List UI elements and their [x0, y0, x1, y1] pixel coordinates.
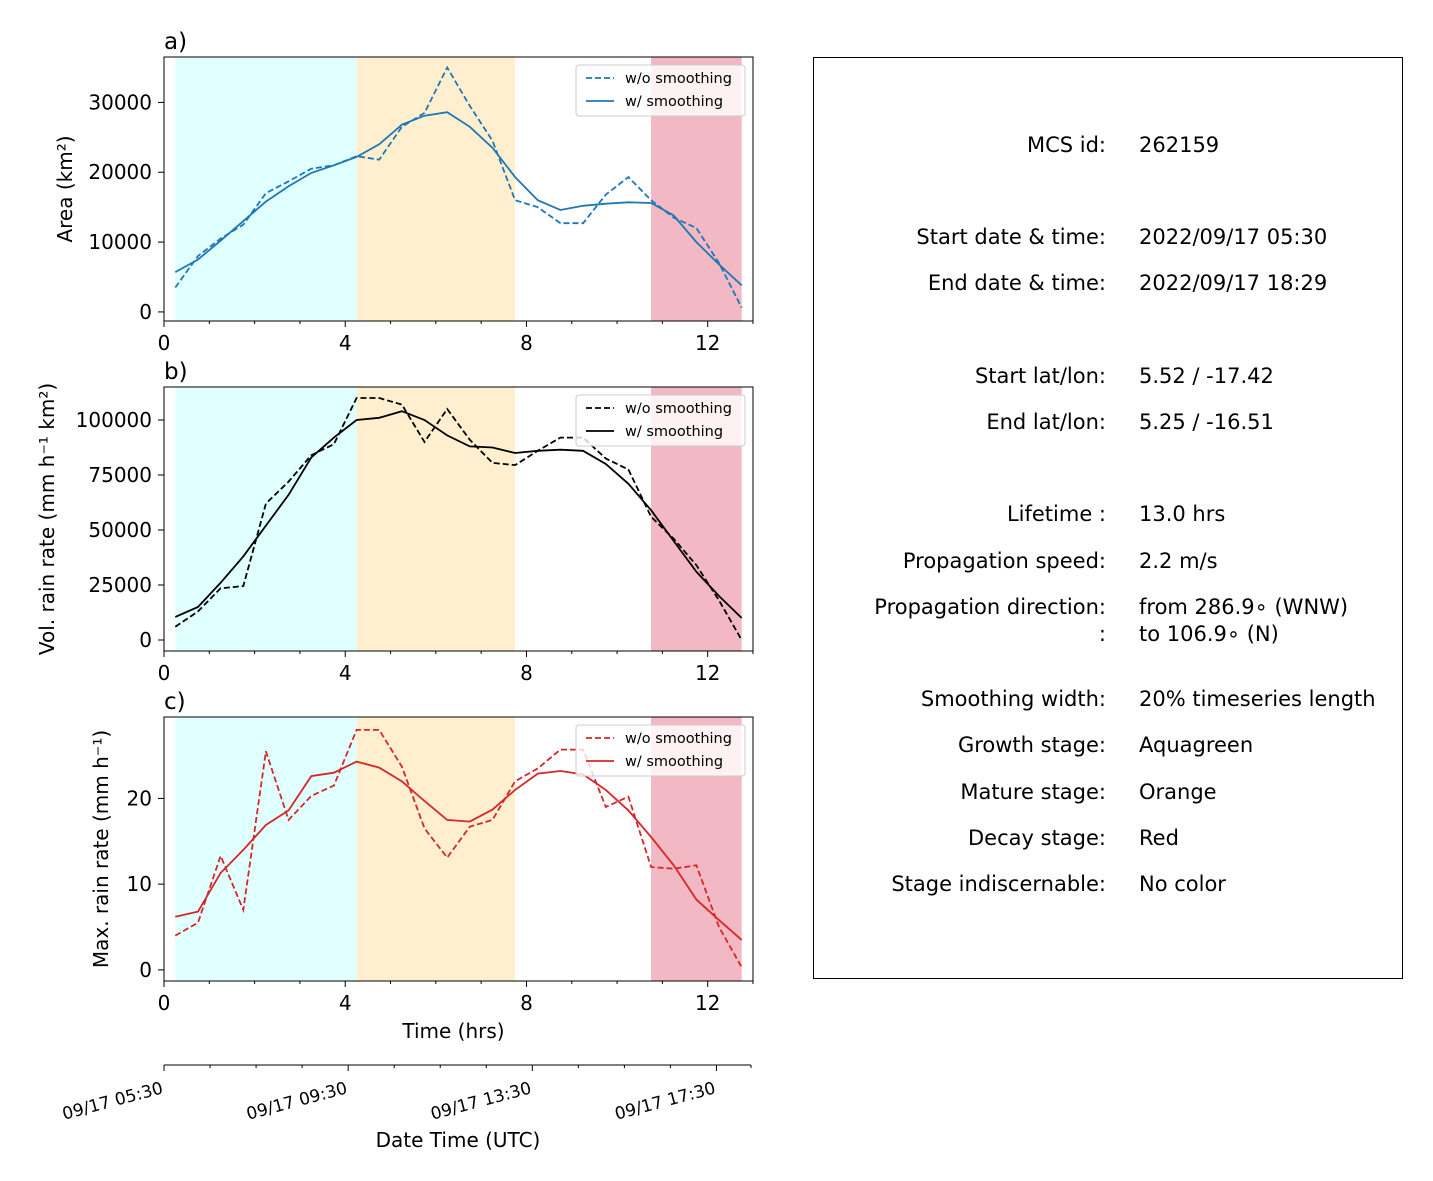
- legend-box: [575, 394, 746, 447]
- legend-box: [575, 64, 746, 117]
- panel-c: 0 4 8 12 0 10 20 c) Max. rain rate (mm h⁻¹) Time …: [89, 689, 754, 1043]
- y-tick-label: 50000: [88, 518, 152, 542]
- info-value: Orange: [1139, 780, 1217, 804]
- info-value: from 286.9∘ (WNW): [1139, 595, 1349, 619]
- x-tick-label: 8: [520, 991, 533, 1015]
- info-label: Stage indiscernable:: [891, 872, 1106, 896]
- x-tick-label: 0: [158, 661, 171, 685]
- stage-band-growth: [175, 387, 357, 651]
- legend-label: w/o smoothing: [625, 71, 732, 87]
- datetime-tick-label: 09/17 13:30: [429, 1079, 534, 1125]
- y-axis-label: Area (km²): [53, 135, 77, 242]
- info-value: Red: [1139, 826, 1179, 850]
- legend: w/o smoothing w/ smoothing: [575, 724, 746, 777]
- series-line-smoothed: [174, 111, 743, 287]
- info-label: End date & time:: [927, 271, 1106, 295]
- x-tick-label: 0: [158, 991, 171, 1015]
- x-tick-label: 12: [695, 661, 720, 685]
- axes-frame: [163, 56, 754, 322]
- info-value: 2022/09/17 18:29: [1139, 271, 1328, 295]
- info-value: Aquagreen: [1139, 733, 1254, 757]
- y-tick-label: 10000: [88, 230, 152, 254]
- info-value: 262159: [1139, 133, 1220, 157]
- info-value: No color: [1139, 872, 1226, 896]
- info-label: Growth stage:: [957, 733, 1106, 757]
- legend: w/o smoothing w/ smoothing: [575, 64, 746, 117]
- info-value: to 106.9∘ (N): [1139, 622, 1279, 646]
- info-label: Propagation speed:: [902, 549, 1106, 573]
- y-tick-label: 0: [139, 958, 152, 982]
- datetime-tick-label: 09/17 09:30: [244, 1079, 349, 1125]
- series-line-raw: [174, 65, 743, 309]
- info-label: Decay stage:: [968, 826, 1106, 850]
- mcs-info-panel: MCS id: 262159 Start date & time: 2022/09/1…: [813, 57, 1403, 979]
- x-tick-label: 0: [158, 331, 171, 355]
- stage-band-mature: [356, 57, 516, 321]
- panel-label: a): [164, 29, 187, 55]
- y-tick-label: 30000: [88, 90, 152, 114]
- legend: w/o smoothing w/ smoothing: [575, 394, 746, 447]
- stage-band-mature: [356, 387, 516, 651]
- info-label: :: [1098, 622, 1106, 646]
- y-tick-label: 20: [127, 786, 152, 810]
- info-label: Start lat/lon:: [974, 364, 1106, 388]
- info-value: 5.52 / -17.42: [1139, 364, 1274, 388]
- datetime-axis-label: Date Time (UTC): [376, 1128, 541, 1152]
- x-tick-label: 12: [695, 331, 720, 355]
- x-tick-label: 4: [339, 331, 352, 355]
- stage-band-growth: [175, 717, 357, 981]
- series-line-raw: [174, 729, 743, 968]
- axes-frame: [163, 386, 754, 652]
- info-value: 2.2 m/s: [1139, 549, 1218, 573]
- y-tick-label: 0: [139, 628, 152, 652]
- legend-box: [575, 724, 746, 777]
- legend-label: w/ smoothing: [625, 424, 723, 440]
- info-label: End lat/lon:: [986, 410, 1106, 434]
- legend-label: w/o smoothing: [625, 731, 732, 747]
- axes-frame: [163, 716, 754, 982]
- legend-label: w/ smoothing: [625, 94, 723, 110]
- x-tick-label: 4: [339, 661, 352, 685]
- x-tick-label: 4: [339, 991, 352, 1015]
- datetime-tick-label: 09/17 17:30: [613, 1079, 718, 1125]
- info-label: Lifetime :: [1006, 502, 1106, 526]
- series-line-smoothed: [174, 410, 743, 619]
- info-label: MCS id:: [1026, 133, 1106, 157]
- stage-band-mature: [356, 717, 516, 981]
- info-value: 13.0 hrs: [1139, 502, 1226, 526]
- legend-label: w/ smoothing: [625, 754, 723, 770]
- x-axis-label: Time (hrs): [401, 1019, 504, 1043]
- x-tick-label: 8: [520, 661, 533, 685]
- info-value: 5.25 / -16.51: [1139, 410, 1274, 434]
- y-axis-label: Vol. rain rate (mm h⁻¹ km²): [35, 383, 59, 655]
- info-value: 2022/09/17 05:30: [1139, 225, 1328, 249]
- info-label: Smoothing width:: [920, 687, 1106, 711]
- panel-label: b): [164, 359, 188, 385]
- series-line-raw: [174, 397, 743, 641]
- x-tick-label: 12: [695, 991, 720, 1015]
- legend-label: w/o smoothing: [625, 401, 732, 417]
- info-label: Start date & time:: [916, 225, 1106, 249]
- panel-a: 0 4 8 12 0 10000 20000 30000 a) Area (km²) w/o smo…: [53, 29, 754, 355]
- info-label: Mature stage:: [960, 780, 1106, 804]
- datetime-axis: 09/17 05:30 09/17 09:30 09/17 13:30 09/17 1…: [60, 1064, 752, 1152]
- y-tick-label: 100000: [76, 408, 152, 432]
- info-label: Propagation direction:: [874, 595, 1106, 619]
- series-line-smoothed: [175, 760, 743, 941]
- info-value: 20% timeseries length: [1139, 687, 1376, 711]
- y-tick-label: 25000: [88, 573, 152, 597]
- y-tick-label: 0: [139, 300, 152, 324]
- panel-label: c): [164, 689, 186, 715]
- y-axis-label: Max. rain rate (mm h⁻¹): [89, 730, 113, 968]
- panel-b: 0 4 8 12 0 25000 50000 75000 100000 b) Vol. rain r…: [35, 359, 754, 685]
- datetime-tick-label: 09/17 05:30: [60, 1079, 165, 1125]
- x-tick-label: 8: [520, 331, 533, 355]
- stage-band-growth: [175, 57, 357, 321]
- y-tick-label: 10: [127, 872, 152, 896]
- y-tick-label: 75000: [88, 463, 152, 487]
- y-tick-label: 20000: [88, 160, 152, 184]
